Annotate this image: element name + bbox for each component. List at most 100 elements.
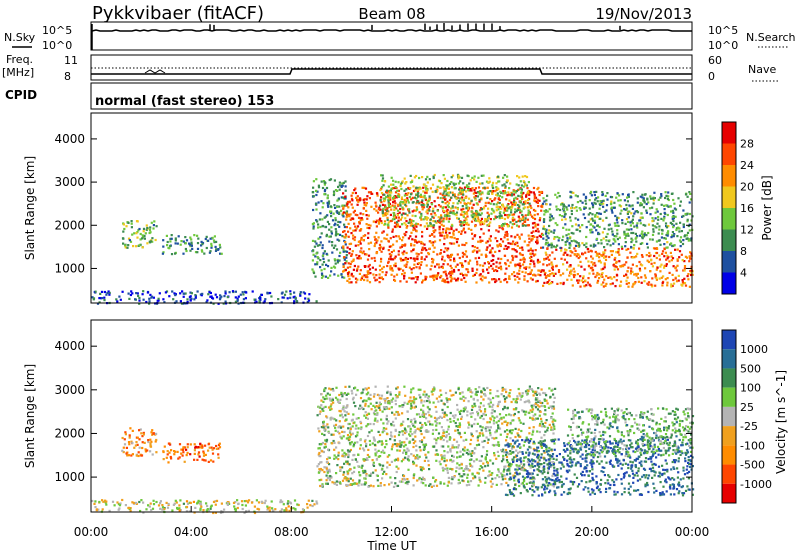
velocity-cell (355, 424, 358, 427)
velocity-cell (333, 448, 336, 451)
velocity-cell (356, 389, 359, 392)
power-cell (427, 208, 430, 211)
power-cell (352, 259, 355, 262)
velocity-cell (128, 436, 131, 439)
velocity-cell (538, 392, 541, 395)
power-cell (538, 269, 541, 272)
power-cell (644, 267, 647, 270)
velocity-cell (422, 443, 425, 446)
power-cell (366, 258, 370, 261)
velocity-cell (514, 435, 517, 439)
velocity-cell (343, 455, 347, 458)
power-cell (675, 227, 678, 230)
power-cell (402, 202, 405, 205)
power-cell (663, 204, 666, 207)
power-cell (382, 247, 385, 250)
power-cell (682, 214, 685, 218)
power-cell (638, 260, 641, 264)
power-cell (432, 207, 435, 210)
velocity-cell (469, 452, 472, 455)
power-cell (401, 244, 404, 247)
power-cell (498, 225, 501, 228)
power-cell (380, 220, 383, 223)
velocity-cell (210, 504, 213, 507)
power-cell (534, 196, 538, 199)
power-cell (421, 246, 424, 249)
power-cell (363, 203, 366, 206)
power-cell (537, 261, 540, 264)
velocity-cell (480, 429, 483, 432)
power-cell (410, 277, 413, 280)
power-cell (570, 207, 573, 210)
velocity-cell (390, 431, 393, 434)
power-cell (365, 204, 368, 207)
power-cell (679, 245, 682, 248)
power-cell (323, 193, 326, 196)
power-cell (409, 181, 412, 184)
nsky-tick-bottom: 10^0 (42, 39, 72, 52)
power-cell (582, 193, 585, 196)
power-cell (293, 300, 296, 303)
power-cell (569, 264, 572, 267)
power-cell (436, 185, 439, 188)
power-cell (413, 176, 416, 179)
power-cell (548, 282, 551, 286)
power-cell (402, 269, 405, 272)
power-cell (127, 244, 130, 247)
velocity-cell (509, 437, 512, 440)
velocity-cell (341, 466, 344, 469)
power-cell (679, 200, 682, 203)
power-cell (634, 272, 637, 276)
power-cell (532, 230, 535, 233)
velocity-cell (543, 434, 546, 437)
power-cell (369, 224, 372, 227)
power-cell (659, 196, 662, 199)
power-cell (494, 278, 497, 281)
velocity-cell (198, 446, 201, 449)
power-cell (528, 205, 531, 208)
power-cell (413, 238, 416, 242)
power-cell (462, 229, 465, 232)
power-cell (414, 223, 417, 226)
power-cell (542, 284, 545, 287)
velocity-cell (512, 419, 515, 422)
power-cell (380, 192, 384, 195)
power-cell (505, 206, 508, 209)
power-cell (152, 296, 155, 299)
velocity-cell (458, 467, 461, 470)
velocity-cell (435, 484, 439, 487)
power-cell (479, 239, 482, 242)
power-cell (683, 260, 686, 263)
power-cell (656, 210, 659, 213)
power-cell (323, 267, 326, 271)
power-cell (651, 238, 654, 241)
power-cell (323, 183, 326, 186)
velocity-cell (144, 450, 147, 453)
power-cell (527, 198, 530, 201)
power-cell (531, 249, 534, 252)
power-cell (488, 281, 491, 284)
power-cell (367, 214, 370, 217)
power-cell (664, 222, 668, 225)
power-cell (411, 210, 414, 213)
velocity-cell (234, 509, 237, 513)
power-cell (330, 266, 333, 269)
power-cell (564, 218, 567, 221)
power-cell (513, 222, 516, 225)
power-cell (655, 256, 658, 260)
power-cell (399, 182, 403, 185)
power-cell (384, 273, 387, 277)
power-cell (201, 243, 204, 246)
power-cell (498, 262, 501, 265)
power-cell (526, 218, 530, 221)
power-cell (349, 262, 352, 266)
power-cell (350, 232, 353, 235)
power-cell (345, 204, 348, 207)
power-cell (551, 263, 554, 266)
velocity-cell (432, 484, 435, 487)
power-cell (381, 179, 384, 182)
power-cell (476, 250, 479, 253)
power-cell (363, 265, 366, 268)
velocity-cell (466, 414, 469, 417)
power-cell (428, 195, 431, 198)
